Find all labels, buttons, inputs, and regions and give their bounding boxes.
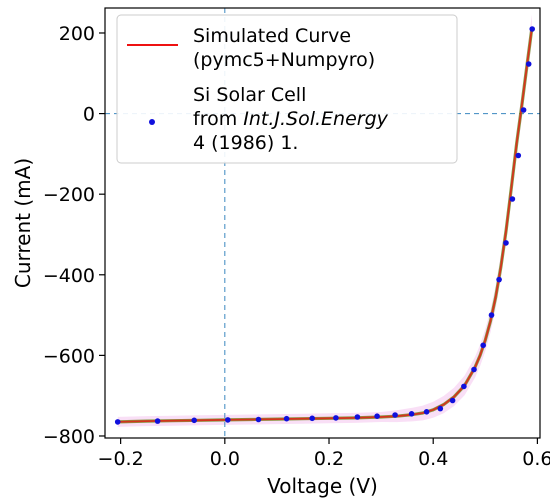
- measured-point-8: [354, 414, 361, 420]
- x-tick-label-2: 0.2: [314, 448, 344, 470]
- y-tick-label-1: −600: [43, 345, 95, 367]
- measured-point-13: [437, 405, 444, 412]
- measured-point-10: [392, 412, 398, 418]
- measured-point-24: [525, 61, 532, 67]
- measured-point-11: [408, 411, 415, 417]
- measured-point-21: [509, 196, 516, 202]
- legend-entry-measured-line1: Si Solar Cell: [193, 84, 306, 106]
- legend-dot-sample: [149, 119, 155, 125]
- plot-frame: [104, 7, 541, 439]
- measured-point-4: [255, 416, 262, 423]
- legend-entry-measured-line3: 4 (1986) 1.: [193, 132, 298, 154]
- measured-point-9: [374, 413, 380, 420]
- y-tick-label-5: 200: [59, 23, 95, 45]
- measured-point-15: [461, 383, 467, 390]
- y-tick-label-0: −800: [43, 426, 95, 448]
- y-axis-ticks: −800 −600 −400 −200 0 200: [43, 23, 105, 448]
- measured-point-16: [471, 366, 477, 373]
- legend-entry-simulated-line2: (pymc5+Numpyro): [193, 49, 375, 71]
- x-tick-label-4: 0.6: [522, 448, 550, 470]
- measured-point-14: [449, 397, 456, 404]
- legend-entry-measured-journal: Int.J.Sol.Energy: [243, 108, 388, 130]
- legend-entry-measured-prefix: from: [193, 108, 243, 130]
- measured-point-23: [520, 107, 527, 113]
- measured-point-5: [283, 415, 290, 422]
- measured-point-20: [503, 240, 509, 246]
- measured-point-18: [488, 312, 495, 318]
- measured-point-1: [154, 418, 161, 424]
- legend-box: [116, 14, 458, 164]
- measured-point-25: [529, 26, 535, 32]
- legend: Simulated Curve (pymc5+Numpyro) Si Solar…: [116, 14, 458, 164]
- y-tick-label-3: −200: [43, 184, 95, 206]
- measured-point-19: [496, 276, 502, 283]
- y-tick-label-4: 0: [83, 104, 95, 126]
- y-axis-label: Current (mA): [11, 158, 35, 288]
- measured-point-6: [309, 415, 316, 422]
- y-tick-label-2: −400: [43, 265, 95, 287]
- measured-point-3: [225, 417, 231, 423]
- measured-points-layer: [114, 26, 535, 425]
- measured-point-17: [480, 342, 487, 349]
- x-tick-label-0: −0.2: [98, 448, 144, 470]
- legend-entry-measured-line2: from Int.J.Sol.Energy: [193, 108, 389, 130]
- x-axis-label: Voltage (V): [267, 474, 378, 498]
- measured-point-2: [191, 417, 197, 424]
- measured-point-0: [114, 419, 121, 425]
- x-axis-ticks: −0.2 0.0 0.2 0.4 0.6: [98, 438, 550, 470]
- measured-point-12: [423, 409, 430, 415]
- measured-point-7: [333, 415, 339, 421]
- x-tick-label-3: 0.4: [418, 448, 448, 470]
- x-tick-label-1: 0.0: [210, 448, 240, 470]
- measured-point-22: [515, 152, 522, 159]
- legend-entry-simulated-line1: Simulated Curve: [193, 25, 351, 47]
